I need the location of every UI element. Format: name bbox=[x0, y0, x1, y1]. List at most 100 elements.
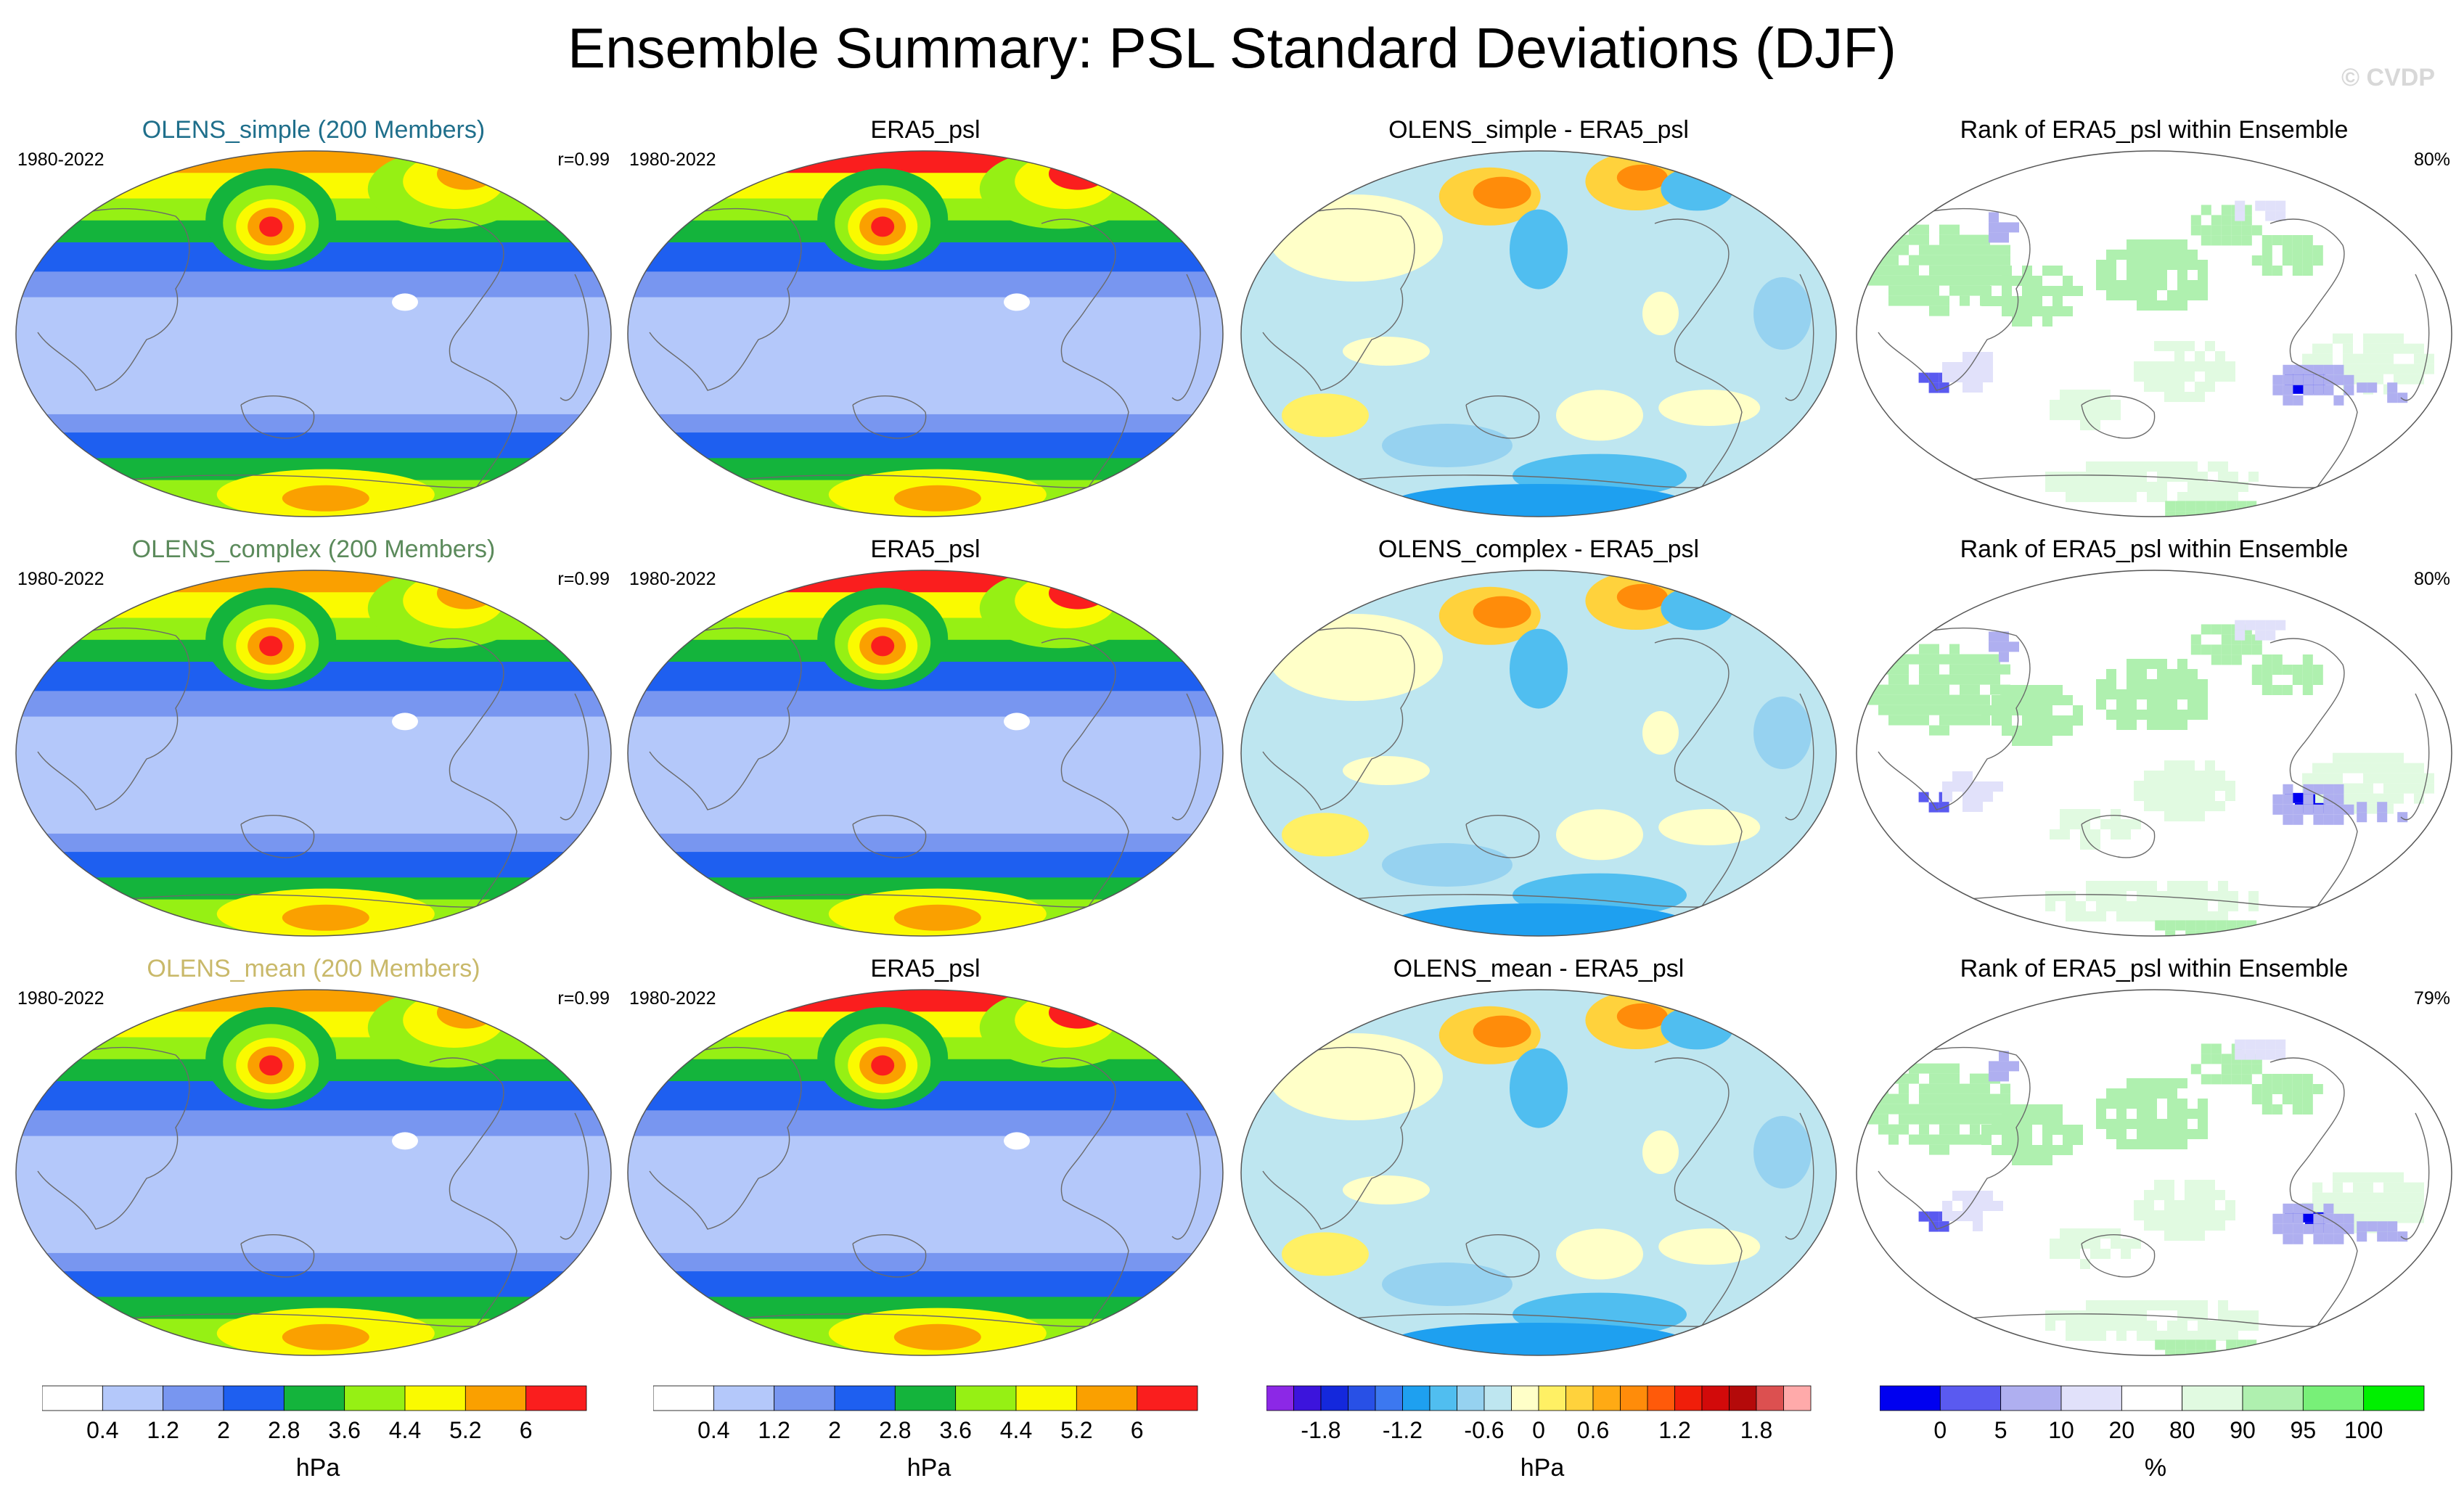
rank-cell bbox=[2195, 1350, 2206, 1355]
rank-cell bbox=[2414, 1192, 2424, 1203]
rank-cell bbox=[2157, 270, 2167, 280]
rank-cell bbox=[2134, 372, 2144, 382]
rank-cell bbox=[1899, 1093, 1909, 1104]
rank-cell bbox=[1942, 372, 1952, 382]
difference-contour bbox=[1382, 424, 1513, 467]
rank-cell bbox=[2231, 1064, 2242, 1075]
rank-cell bbox=[2333, 1182, 2343, 1193]
std-band bbox=[628, 990, 1223, 1013]
colorbar-tick-label: 0 bbox=[1933, 1417, 1947, 1443]
rank-cell bbox=[2293, 1203, 2304, 1214]
rank-cell bbox=[2206, 501, 2217, 512]
rank-cell bbox=[2275, 1049, 2286, 1060]
map-plot bbox=[1856, 989, 2452, 1356]
rank-cell bbox=[2096, 1109, 2106, 1119]
rank-cell bbox=[2255, 200, 2266, 211]
rank-cell bbox=[2312, 353, 2322, 364]
rank-cell bbox=[2157, 1331, 2167, 1341]
rank-cell bbox=[2009, 222, 2019, 233]
rank-cell bbox=[2228, 472, 2238, 482]
rank-cell bbox=[2353, 1172, 2363, 1183]
rank-cell bbox=[1981, 1125, 1992, 1135]
rank-cell bbox=[2164, 1210, 2174, 1220]
rank-cell bbox=[2262, 1084, 2272, 1094]
rank-cell bbox=[2404, 1192, 2414, 1203]
rank-cell bbox=[1973, 1201, 1983, 1211]
rank-cell bbox=[2205, 341, 2215, 351]
map-plot bbox=[15, 989, 612, 1356]
colorbar-swatch bbox=[2363, 1385, 2425, 1411]
rank-cell bbox=[1960, 674, 1970, 685]
rank-cell bbox=[1980, 275, 1990, 286]
rank-cell bbox=[2397, 1231, 2408, 1242]
difference-contour bbox=[1473, 176, 1531, 209]
rank-cell bbox=[2377, 812, 2388, 823]
rank-cell bbox=[2096, 280, 2106, 290]
std-band bbox=[628, 1271, 1223, 1298]
rank-cell bbox=[2185, 1231, 2195, 1241]
rank-cell bbox=[2157, 280, 2167, 290]
rank-cell bbox=[1899, 295, 1909, 306]
rank-cell bbox=[2070, 390, 2080, 400]
rank-percent: 79% bbox=[2413, 988, 2450, 1009]
rank-cell bbox=[1981, 286, 1992, 296]
std-band bbox=[16, 570, 611, 594]
rank-cell bbox=[2226, 930, 2237, 936]
rank-cell bbox=[2106, 461, 2116, 472]
rank-cell bbox=[2373, 1172, 2383, 1183]
colorbar-swatch bbox=[1375, 1385, 1403, 1411]
rank-cell bbox=[2116, 1321, 2127, 1331]
rank-cell bbox=[2211, 1074, 2222, 1085]
rank-cell bbox=[2154, 382, 2164, 392]
rank-cell bbox=[2157, 720, 2167, 730]
rank-cell bbox=[1928, 1211, 1939, 1222]
rank-cell bbox=[2272, 235, 2283, 245]
rank-cell bbox=[1939, 234, 1949, 245]
rank-cell bbox=[2295, 792, 2305, 803]
colorbar-swatch bbox=[404, 1385, 466, 1411]
rank-cell bbox=[1949, 694, 1960, 705]
rank-cell bbox=[1949, 265, 1960, 276]
rank-cell bbox=[1973, 1221, 1983, 1231]
rank-cell bbox=[2215, 1210, 2225, 1220]
rank-cell bbox=[2116, 720, 2127, 730]
colorbar-swatch bbox=[102, 1385, 164, 1411]
rank-cell bbox=[2022, 1145, 2032, 1155]
rank-cell bbox=[1960, 265, 1970, 276]
rank-cell bbox=[2201, 1074, 2211, 1085]
rank-cell bbox=[2127, 659, 2137, 669]
rank-cell bbox=[2198, 911, 2208, 921]
rank-cell bbox=[2201, 1054, 2211, 1064]
rank-cell bbox=[2147, 689, 2157, 699]
rank-cell bbox=[2221, 215, 2232, 226]
rank-cell bbox=[2394, 1202, 2404, 1213]
rank-cell bbox=[1973, 362, 1983, 372]
rank-cell bbox=[1949, 1134, 1960, 1145]
rank-cell bbox=[1980, 1073, 1990, 1084]
rank-cell bbox=[2002, 306, 2012, 316]
rank-cell bbox=[2262, 654, 2272, 665]
difference-contour bbox=[1382, 1263, 1513, 1306]
rank-cell bbox=[2127, 1119, 2137, 1129]
rank-cell bbox=[2424, 783, 2434, 794]
colorbar-tick-label: 90 bbox=[2230, 1417, 2256, 1443]
rank-cell bbox=[2215, 781, 2225, 791]
rank-cell bbox=[1990, 1093, 2000, 1104]
rank-cell bbox=[2127, 1300, 2137, 1310]
colorbar-swatch bbox=[2000, 1385, 2062, 1411]
rank-cell bbox=[2165, 920, 2176, 931]
rank-cell bbox=[2312, 343, 2322, 354]
rank-cell bbox=[2157, 1088, 2167, 1099]
rank-cell bbox=[2363, 333, 2373, 344]
rank-cell bbox=[2157, 689, 2167, 699]
rank-cell bbox=[2272, 804, 2283, 815]
rank-cell bbox=[2060, 829, 2070, 840]
panel-title: OLENS_complex (200 Members) bbox=[131, 535, 496, 563]
rank-cell bbox=[2052, 266, 2063, 276]
rank-cell bbox=[2313, 374, 2324, 385]
rank-cell bbox=[1929, 1134, 1939, 1145]
rank-cell bbox=[2218, 891, 2228, 901]
rank-cell bbox=[2127, 239, 2137, 250]
rank-cell bbox=[2127, 1139, 2137, 1149]
rank-cell bbox=[2147, 699, 2157, 710]
